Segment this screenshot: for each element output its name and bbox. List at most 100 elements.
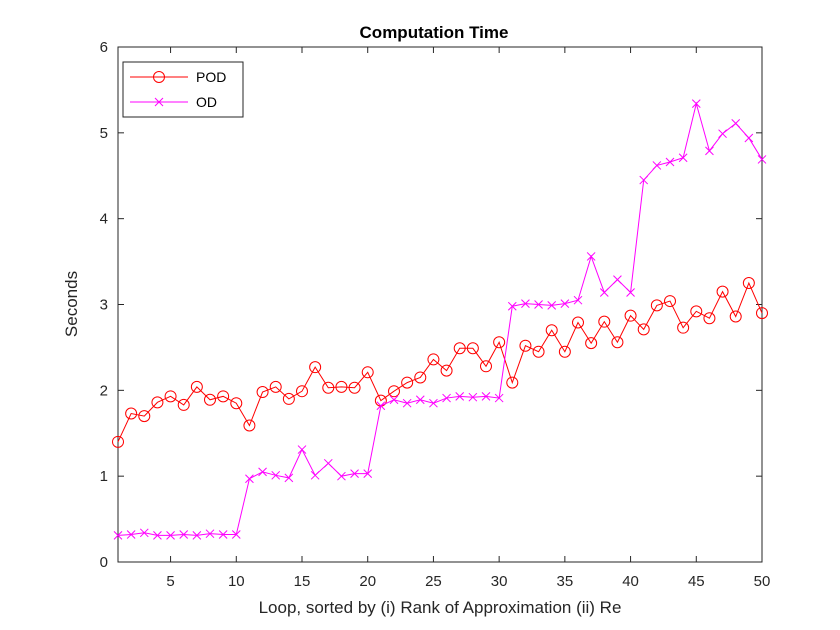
od-point xyxy=(205,529,215,539)
x-tick-label: 40 xyxy=(622,573,639,590)
pod-point xyxy=(598,315,611,328)
x-tick-label: 50 xyxy=(754,573,771,590)
pod-point xyxy=(309,361,322,374)
pod-line xyxy=(117,281,763,443)
pod-point xyxy=(125,407,138,420)
legend: POD OD xyxy=(122,61,244,118)
od-point xyxy=(402,398,412,408)
pod-point xyxy=(716,285,729,298)
od-point xyxy=(705,146,714,156)
pod-point xyxy=(335,380,348,393)
od-point xyxy=(126,530,136,539)
pod-point xyxy=(650,299,663,312)
legend-pod-label: POD xyxy=(196,69,226,85)
legend-od-marker xyxy=(154,97,164,107)
od-point xyxy=(468,392,478,402)
pod-point xyxy=(664,295,676,308)
od-point xyxy=(455,391,465,401)
od-point xyxy=(534,300,543,309)
od-point xyxy=(718,129,727,139)
legend-od-label: OD xyxy=(196,94,217,110)
od-point xyxy=(258,467,267,477)
pod-point xyxy=(572,316,584,329)
od-point xyxy=(389,395,399,405)
pod-point xyxy=(401,376,414,389)
pod-point xyxy=(190,380,203,393)
pod-point xyxy=(361,366,374,379)
od-point xyxy=(560,299,570,308)
pod-point xyxy=(690,305,703,318)
pod-point xyxy=(756,307,768,320)
pod-point xyxy=(282,392,295,405)
pod-point xyxy=(112,435,124,448)
od-point xyxy=(731,119,741,128)
pod-point xyxy=(414,371,427,384)
od-point xyxy=(323,458,333,468)
pod-point xyxy=(703,312,716,325)
series-od xyxy=(113,99,767,540)
od-point xyxy=(599,288,609,297)
pod-point xyxy=(164,390,177,403)
pod-point xyxy=(506,376,519,389)
x-tick-label: 20 xyxy=(359,573,376,590)
od-point xyxy=(113,531,123,540)
od-point xyxy=(481,391,491,401)
x-tick-label: 15 xyxy=(294,573,311,590)
x-tick-label: 10 xyxy=(228,573,245,590)
legend-box xyxy=(122,61,244,118)
od-point xyxy=(586,252,596,261)
series-pod xyxy=(112,277,768,448)
x-tick-label: 35 xyxy=(557,573,574,590)
pod-point xyxy=(493,336,506,349)
y-tick-label: 2 xyxy=(100,382,108,399)
pod-point xyxy=(217,390,230,403)
od-point xyxy=(442,393,451,403)
od-point xyxy=(573,295,583,305)
od-point xyxy=(744,133,754,143)
od-point xyxy=(639,175,649,185)
y-tick-label: 6 xyxy=(100,39,108,56)
pod-point xyxy=(269,380,282,393)
pod-point xyxy=(558,345,571,358)
pod-point xyxy=(427,353,440,366)
plot-area xyxy=(117,46,763,563)
legend-pod-marker xyxy=(153,71,165,83)
pod-point xyxy=(453,342,466,355)
pod-point xyxy=(545,324,558,337)
od-point xyxy=(284,473,294,483)
od-point xyxy=(231,530,241,539)
pod-point xyxy=(532,345,545,358)
pod-point xyxy=(151,396,164,409)
od-point xyxy=(297,445,307,454)
od-point xyxy=(494,393,504,403)
y-tick-label: 0 xyxy=(100,554,108,571)
od-point xyxy=(613,275,622,284)
od-point xyxy=(691,99,701,109)
pod-point xyxy=(611,336,624,349)
od-point xyxy=(678,153,688,163)
pod-point xyxy=(466,342,479,355)
x-tick-label: 5 xyxy=(166,573,174,590)
x-tick-label: 25 xyxy=(425,573,442,590)
od-point xyxy=(665,157,675,167)
od-point xyxy=(507,301,517,311)
od-point xyxy=(363,469,373,478)
od-point xyxy=(271,470,281,480)
od-point xyxy=(350,469,359,478)
y-tick-label: 3 xyxy=(100,297,108,314)
pod-point xyxy=(243,419,256,432)
y-axis-label: Seconds xyxy=(62,271,81,337)
od-point xyxy=(429,398,438,408)
pod-point xyxy=(480,360,492,373)
x-tick-label: 45 xyxy=(688,573,705,590)
od-point xyxy=(218,530,228,539)
pod-point xyxy=(322,381,335,394)
pod-point xyxy=(204,393,216,406)
y-tick-label: 5 xyxy=(100,125,108,142)
od-point xyxy=(310,470,320,480)
od-point xyxy=(192,531,202,540)
od-point xyxy=(652,161,662,170)
chart-title: Computation Time xyxy=(360,23,509,42)
